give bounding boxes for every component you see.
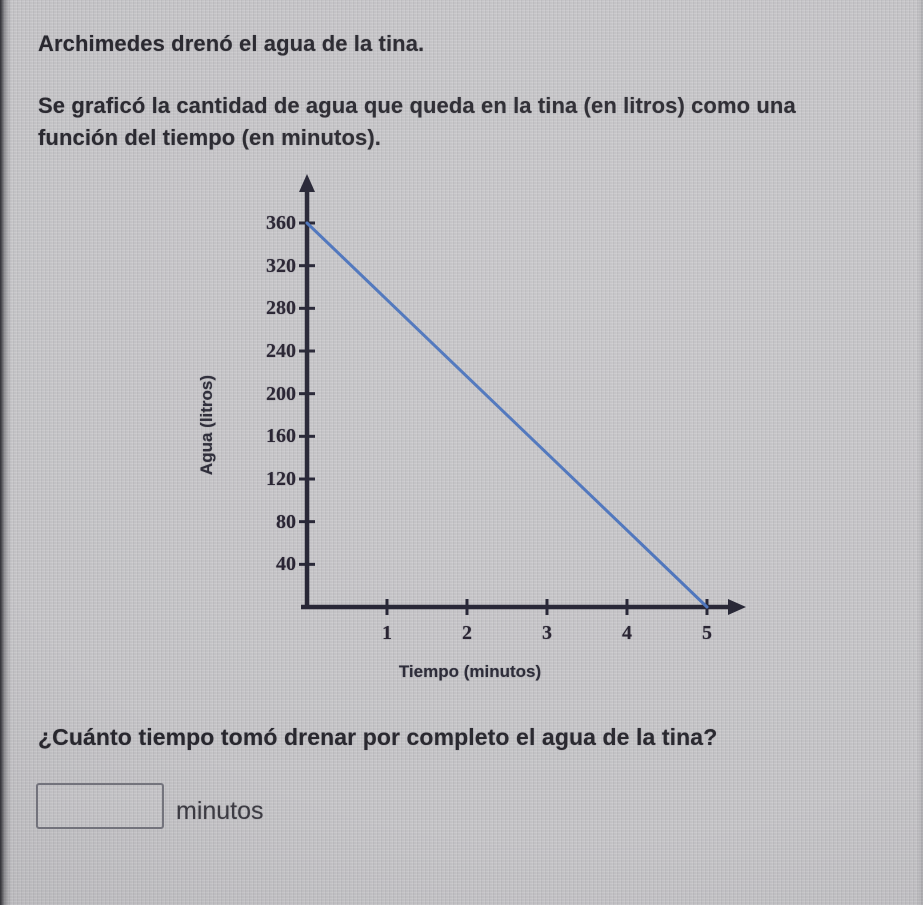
x-tick-label: 5: [702, 622, 712, 644]
water-line-chart: Agua (litros) Tiempo (minutos) 40 80 120 16…: [150, 170, 810, 710]
y-tick-label: 80: [276, 510, 296, 533]
answer-row: minutos: [36, 783, 264, 829]
question-text: ¿Cuánto tiempo tomó drenar por completo …: [38, 724, 718, 750]
y-tick-label: 120: [266, 468, 296, 490]
problem-statement-intro: Archimedes drenó el agua de la tina.: [38, 31, 425, 56]
y-tick-label: 320: [266, 254, 296, 277]
problem-statement-description: Se graficó la cantidad de agua que queda…: [38, 93, 796, 150]
y-tick-label: 360: [266, 212, 296, 234]
y-tick-label: 240: [266, 340, 296, 362]
y-axis-arrow-icon: [299, 174, 315, 192]
answer-input[interactable]: [36, 783, 164, 829]
y-tick-label: 160: [266, 425, 296, 448]
y-tick-label: 40: [276, 553, 296, 576]
x-tick-label: 4: [622, 622, 632, 644]
data-line: [305, 221, 709, 609]
x-axis-label: Tiempo (minutos): [398, 662, 542, 681]
y-tick-label: 200: [266, 382, 296, 405]
x-axis-arrow-icon: [728, 599, 746, 615]
y-tick-label: 280: [266, 297, 296, 320]
x-tick-label: 3: [542, 622, 552, 644]
chart-canvas: [299, 174, 746, 615]
x-tick-label: 2: [462, 622, 472, 644]
unit-label: minutos: [176, 797, 264, 825]
x-tick-label: 1: [382, 622, 392, 644]
